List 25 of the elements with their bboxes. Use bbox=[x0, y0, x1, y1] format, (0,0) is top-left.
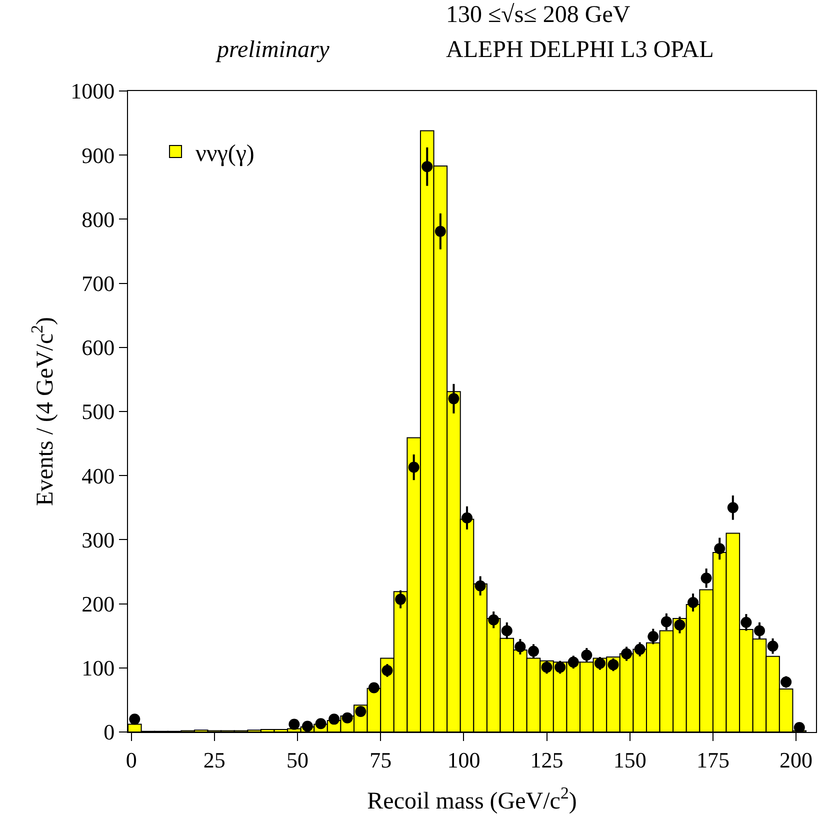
y-tick-label: 400 bbox=[82, 463, 115, 488]
y-tick-label: 0 bbox=[104, 720, 115, 745]
x-tick-label: 25 bbox=[203, 747, 226, 772]
y-tick-label: 100 bbox=[82, 656, 115, 681]
x-tick-label: 100 bbox=[447, 747, 480, 772]
y-tick-label: 300 bbox=[82, 527, 115, 552]
x-tick-label: 50 bbox=[286, 747, 309, 772]
legend-label: ννγ(γ) bbox=[196, 140, 254, 167]
x-tick-label: 0 bbox=[126, 747, 137, 772]
x-tick-label: 175 bbox=[696, 747, 730, 772]
text: ALEPH DELPHI L3 OPAL bbox=[446, 37, 714, 63]
x-tick-label: 200 bbox=[780, 747, 813, 772]
x-tick-label: 125 bbox=[530, 747, 564, 772]
y-tick-label: 900 bbox=[82, 142, 115, 168]
y-tick-label: 700 bbox=[82, 271, 115, 296]
y-tick-label: 200 bbox=[82, 592, 115, 616]
text: preliminary bbox=[215, 37, 330, 63]
x-tick-label: 150 bbox=[613, 747, 646, 772]
y-tick-label: 600 bbox=[82, 335, 115, 360]
y-tick-label: 500 bbox=[82, 399, 115, 424]
y-tick-label: 1000 bbox=[70, 78, 115, 104]
text: 130 ≤√s≤ 208 GeV bbox=[446, 2, 631, 28]
x-axis-title: Recoil mass (GeV/c$^{2}$) bbox=[367, 784, 577, 815]
x-tick-label: 75 bbox=[370, 747, 392, 772]
y-tick-label: 800 bbox=[82, 206, 115, 232]
